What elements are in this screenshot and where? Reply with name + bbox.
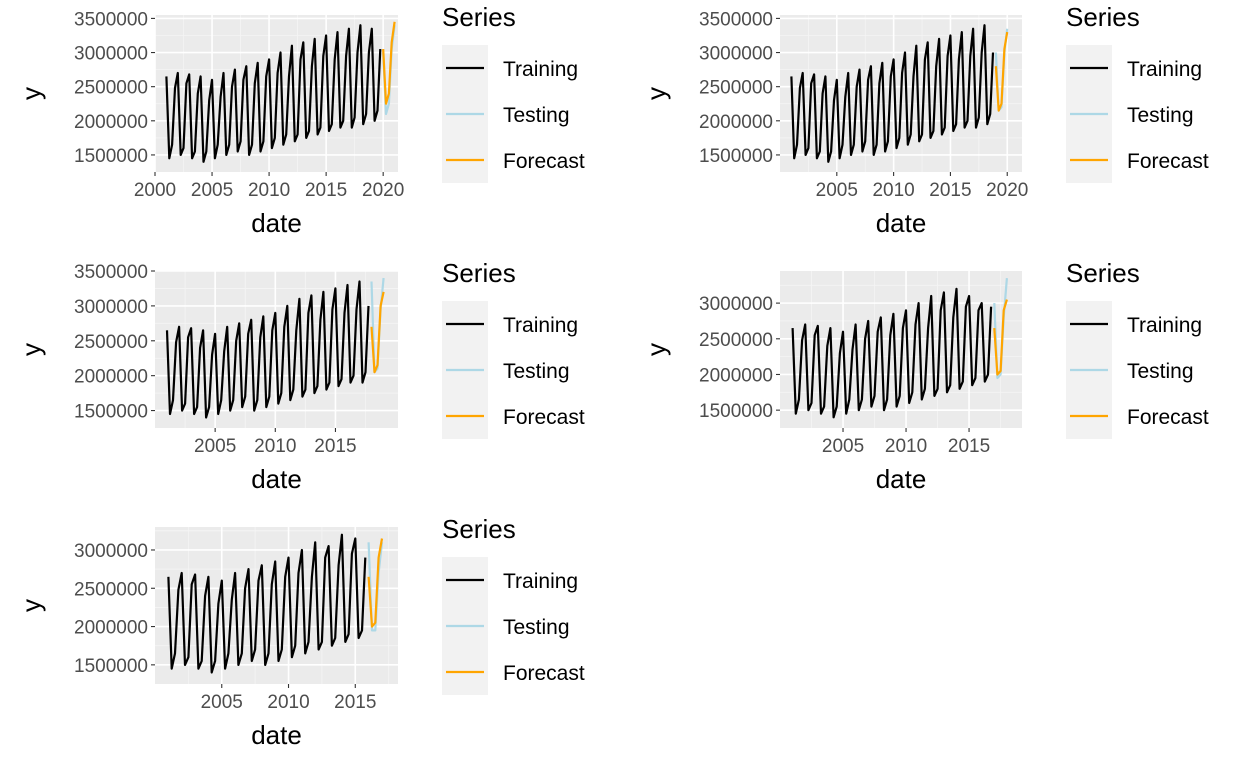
- legend-label-testing: Testing: [1127, 360, 1194, 383]
- series-line-training: [167, 533, 367, 674]
- x-tick-label: 2015: [314, 436, 356, 457]
- x-tick-label: 2020: [986, 180, 1028, 201]
- series-line-forecast: [994, 31, 1009, 112]
- y-tick-label: 1500000: [699, 146, 773, 167]
- y-axis-title: y: [16, 87, 46, 100]
- legend: Series Training Testing Forecast: [1066, 258, 1209, 439]
- y-axis-title: y: [16, 343, 46, 356]
- legend-label-training: Training: [503, 314, 578, 337]
- chart-panel-1: 2000 2005 2010 2015 2020 1500000 2000000 250000…: [16, 2, 585, 238]
- legend-label-training: Training: [503, 58, 578, 81]
- chart-panel-2: 2005 2010 2015 2020 1500000 2000000 2500000 300…: [641, 2, 1209, 238]
- legend-title: Series: [442, 2, 516, 32]
- legend-label-training: Training: [503, 570, 578, 593]
- legend: Series Training Testing Forecast: [442, 514, 585, 695]
- x-axis-title: date: [876, 464, 927, 494]
- y-tick-label: 2500000: [699, 78, 773, 99]
- y-tick-label: 1500000: [74, 402, 148, 423]
- legend-title: Series: [1066, 2, 1140, 32]
- series-line-training: [791, 287, 993, 419]
- y-tick-label: 3000000: [74, 297, 148, 318]
- y-tick-label: 3000000: [74, 44, 148, 65]
- x-tick-label: 2010: [254, 436, 296, 457]
- x-tick-label: 2005: [201, 692, 243, 713]
- legend-label-forecast: Forecast: [1127, 406, 1209, 429]
- y-tick-label: 2000000: [74, 367, 148, 388]
- y-axis-title: y: [16, 599, 46, 612]
- x-tick-label: 2005: [194, 436, 236, 457]
- legend: Series Training Testing Forecast: [442, 2, 585, 183]
- legend-label-testing: Testing: [503, 360, 570, 383]
- x-tick-label: 2005: [816, 180, 858, 201]
- y-tick-label: 2000000: [74, 112, 148, 133]
- legend: Series Training Testing Forecast: [1066, 2, 1209, 183]
- x-axis-title: date: [251, 720, 302, 750]
- legend-label-training: Training: [1127, 58, 1202, 81]
- series-line-forecast: [370, 291, 385, 374]
- y-axis-title: y: [641, 87, 671, 100]
- x-tick-label: 2010: [885, 436, 927, 457]
- y-tick-label: 3500000: [74, 262, 148, 283]
- series-line-training: [165, 24, 382, 163]
- chart-panel-5: 2005 2010 2015 1500000 2000000 2500000 3000000…: [16, 514, 585, 750]
- x-tick-label: 2010: [248, 180, 290, 201]
- y-tick-label: 3000000: [74, 541, 148, 562]
- y-tick-label: 3000000: [699, 294, 773, 315]
- x-tick-label: 2010: [872, 180, 914, 201]
- chart-panel-4: 2005 2010 2015 1500000 2000000 2500000 3000000…: [641, 258, 1209, 494]
- x-tick-label: 2015: [948, 436, 990, 457]
- y-tick-label: 1500000: [74, 656, 148, 677]
- x-tick-label: 2020: [362, 180, 404, 201]
- x-axis-title: date: [251, 464, 302, 494]
- legend-title: Series: [1066, 258, 1140, 288]
- x-tick-label: 2005: [822, 436, 864, 457]
- y-tick-label: 2000000: [699, 365, 773, 386]
- y-tick-label: 3500000: [699, 9, 773, 30]
- x-axis-title: date: [876, 208, 927, 238]
- series-line-training: [165, 280, 370, 419]
- series-line-forecast: [382, 21, 396, 105]
- legend-label-forecast: Forecast: [503, 150, 585, 173]
- y-tick-label: 1500000: [74, 146, 148, 167]
- chart-panel-3: 2005 2010 2015 1500000 2000000 2500000 3000000…: [16, 258, 585, 494]
- series-line-forecast: [367, 538, 384, 628]
- y-tick-label: 2000000: [74, 618, 148, 639]
- x-tick-label: 2010: [267, 692, 309, 713]
- legend-label-forecast: Forecast: [503, 406, 585, 429]
- y-tick-label: 2500000: [74, 579, 148, 600]
- x-tick-label: 2015: [334, 692, 376, 713]
- legend-title: Series: [442, 258, 516, 288]
- legend: Series Training Testing Forecast: [442, 258, 585, 439]
- x-tick-label: 2000: [134, 180, 176, 201]
- y-tick-label: 3500000: [74, 9, 148, 30]
- legend-label-training: Training: [1127, 314, 1202, 337]
- legend-label-testing: Testing: [503, 104, 570, 127]
- legend-label-forecast: Forecast: [1127, 150, 1209, 173]
- y-axis-title: y: [641, 343, 671, 356]
- x-tick-label: 2015: [929, 180, 971, 201]
- legend-label-testing: Testing: [503, 616, 570, 639]
- x-tick-label: 2015: [305, 180, 347, 201]
- y-tick-label: 2000000: [699, 112, 773, 133]
- series-line-forecast: [993, 299, 1008, 376]
- x-axis-title: date: [251, 208, 302, 238]
- legend-label-testing: Testing: [1127, 104, 1194, 127]
- legend-title: Series: [442, 514, 516, 544]
- x-tick-label: 2005: [191, 180, 233, 201]
- y-tick-label: 2500000: [699, 330, 773, 351]
- y-tick-label: 2500000: [74, 332, 148, 353]
- y-tick-label: 2500000: [74, 78, 148, 99]
- series-line-training: [790, 24, 995, 163]
- legend-label-forecast: Forecast: [503, 662, 585, 685]
- y-tick-label: 3000000: [699, 44, 773, 65]
- y-tick-label: 1500000: [699, 401, 773, 422]
